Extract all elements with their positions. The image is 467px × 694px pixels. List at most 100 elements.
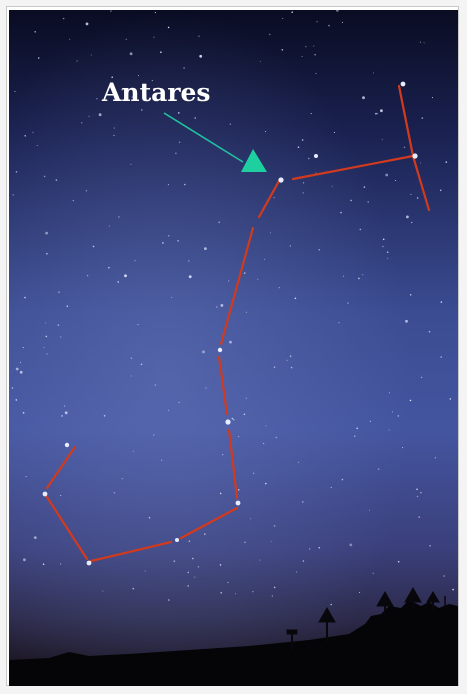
background-star	[341, 21, 343, 23]
background-star	[245, 311, 247, 313]
background-star	[282, 17, 284, 20]
background-star	[359, 228, 362, 231]
background-star	[296, 571, 298, 573]
background-star	[103, 415, 106, 417]
background-star	[220, 304, 224, 307]
background-star	[194, 576, 196, 578]
background-star	[222, 454, 224, 456]
background-star	[286, 359, 288, 361]
background-star	[144, 570, 146, 572]
background-star	[90, 54, 92, 56]
background-star	[130, 375, 132, 377]
background-star	[273, 586, 276, 589]
background-star	[316, 21, 318, 23]
star	[278, 177, 284, 183]
background-star	[187, 585, 189, 587]
star	[412, 153, 418, 159]
background-star	[184, 183, 186, 186]
background-star	[96, 98, 98, 100]
background-star	[356, 427, 359, 430]
background-star	[409, 294, 412, 296]
background-star	[420, 162, 422, 164]
background-star	[303, 182, 305, 184]
background-star	[308, 157, 310, 160]
background-star	[160, 51, 162, 53]
background-star	[178, 112, 180, 114]
background-star	[167, 235, 170, 237]
star	[314, 154, 318, 158]
background-star	[416, 495, 419, 498]
background-star	[403, 146, 406, 149]
constellation-line	[217, 355, 229, 416]
background-star	[43, 175, 46, 178]
background-star	[227, 581, 229, 584]
background-star	[420, 491, 422, 494]
background-star	[167, 26, 170, 29]
constellation-line	[45, 445, 77, 490]
background-star	[265, 425, 267, 427]
background-star	[302, 192, 304, 194]
constellation-line	[411, 154, 431, 212]
background-star	[377, 468, 380, 470]
background-star	[252, 591, 254, 593]
background-star	[137, 324, 139, 326]
background-star	[388, 392, 390, 394]
background-star	[194, 117, 196, 119]
background-star	[416, 197, 419, 199]
background-star	[113, 127, 115, 129]
background-star	[385, 173, 389, 177]
background-star	[42, 563, 45, 565]
background-star	[36, 144, 38, 147]
background-star	[429, 545, 431, 547]
background-star	[275, 436, 278, 439]
background-star	[418, 516, 421, 518]
background-star	[46, 252, 48, 255]
background-star	[154, 12, 156, 14]
background-star	[188, 540, 191, 542]
background-star	[188, 275, 192, 279]
background-star	[205, 387, 207, 389]
background-star	[443, 575, 446, 577]
background-star	[264, 131, 267, 133]
background-star	[24, 135, 26, 137]
constellation-line	[291, 154, 415, 181]
background-star	[315, 72, 317, 75]
background-star	[420, 376, 423, 379]
background-star	[33, 536, 37, 539]
background-star	[167, 184, 169, 186]
background-star	[204, 247, 207, 251]
background-star	[187, 571, 189, 574]
background-star	[24, 296, 26, 299]
scorpius-lines	[43, 84, 431, 563]
background-star	[263, 443, 265, 445]
background-star	[43, 346, 45, 348]
background-star	[445, 161, 448, 163]
background-star	[350, 199, 352, 202]
background-star	[409, 399, 412, 402]
star	[42, 491, 48, 497]
background-star	[117, 281, 119, 283]
background-star	[343, 275, 345, 277]
background-star	[289, 355, 292, 358]
background-star	[177, 240, 179, 242]
background-star	[108, 225, 110, 227]
scorpius-stars	[42, 81, 418, 566]
background-star	[63, 405, 66, 407]
background-star	[421, 117, 424, 119]
background-star	[315, 172, 317, 174]
background-star	[314, 53, 316, 56]
night-sky-photo: Antares	[9, 10, 458, 686]
background-star	[132, 450, 134, 452]
background-star	[238, 435, 240, 438]
background-star	[37, 57, 40, 59]
background-star	[313, 45, 315, 47]
background-star	[231, 417, 234, 420]
background-star	[257, 278, 259, 280]
background-star	[130, 357, 133, 360]
background-star	[69, 38, 71, 40]
background-star	[11, 387, 14, 389]
background-star	[243, 413, 246, 416]
background-star	[440, 301, 443, 303]
background-star	[338, 322, 340, 324]
star	[235, 500, 241, 506]
